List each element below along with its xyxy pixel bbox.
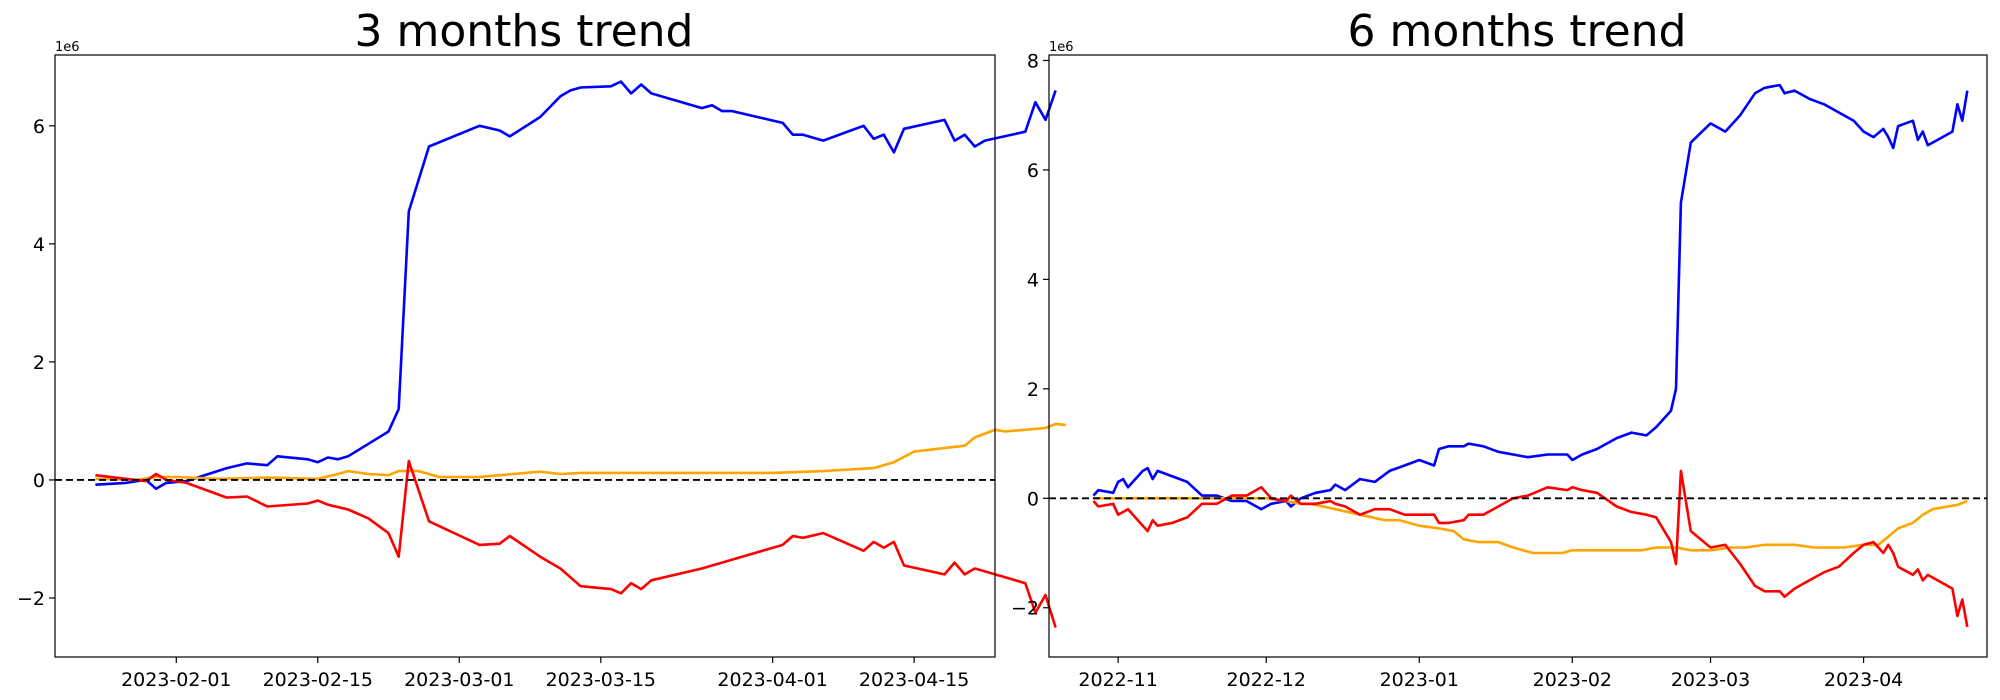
- y-tick-label: −2: [1011, 598, 1039, 620]
- y-offset-label: 1e6: [1049, 40, 1074, 55]
- series-line-3: [1092, 469, 1969, 628]
- x-tick-label: 2023-03: [1671, 669, 1750, 691]
- y-tick-label: −2: [17, 588, 45, 610]
- x-tick-label: 2023-04-01: [717, 669, 827, 691]
- x-tick-label: 2023-04-15: [859, 669, 969, 691]
- chart-panel-6-months: 6 months trend 1e6 −2 0 2 4 6 8 2022-11 2022-12…: [1011, 6, 1988, 691]
- y-tick-label: 6: [33, 116, 45, 138]
- x-tick-label: 2023-01: [1380, 669, 1459, 691]
- series-line-2: [1093, 496, 1968, 555]
- plot-area: −2 0 2 4 6 8 2022-11 2022-12 2023-01 2023-02 2023-…: [1011, 50, 1988, 691]
- x-tick-label: 2023-02-01: [121, 669, 231, 691]
- series-line-1: [95, 80, 1057, 491]
- axes-frame: [1048, 54, 1988, 658]
- axes-frame: [54, 54, 996, 658]
- chart-title: 3 months trend: [355, 6, 694, 57]
- x-tick-label: 2023-03-01: [404, 669, 514, 691]
- series-line-3: [95, 459, 1057, 628]
- x-tick-label: 2022-12: [1227, 669, 1306, 691]
- series-line-1: [1092, 83, 1969, 511]
- y-tick-label: 0: [1027, 488, 1039, 510]
- y-tick-label: 0: [33, 470, 45, 492]
- chart-title: 6 months trend: [1348, 6, 1687, 57]
- chart-panel-3-months: 3 months trend 1e6 −2 0 2 4 6 2023-02-01 2023-…: [17, 6, 1066, 691]
- y-tick-label: 6: [1027, 160, 1039, 182]
- y-tick-label: 2: [1027, 379, 1039, 401]
- plot-area: −2 0 2 4 6 2023-02-01 2023-02-15 2023-03-01 2023…: [17, 54, 1066, 691]
- y-tick-label: 4: [1027, 269, 1039, 291]
- series-line-2: [95, 422, 1066, 482]
- y-tick-label: 4: [33, 234, 45, 256]
- x-tick-label: 2023-04: [1824, 669, 1903, 691]
- x-tick-label: 2022-11: [1078, 669, 1157, 691]
- x-tick-label: 2023-03-15: [546, 669, 656, 691]
- y-tick-label: 8: [1027, 50, 1039, 72]
- x-tick-label: 2023-02-15: [263, 669, 373, 691]
- y-tick-label: 2: [33, 352, 45, 374]
- y-offset-label: 1e6: [55, 40, 80, 55]
- x-tick-label: 2023-02: [1533, 669, 1612, 691]
